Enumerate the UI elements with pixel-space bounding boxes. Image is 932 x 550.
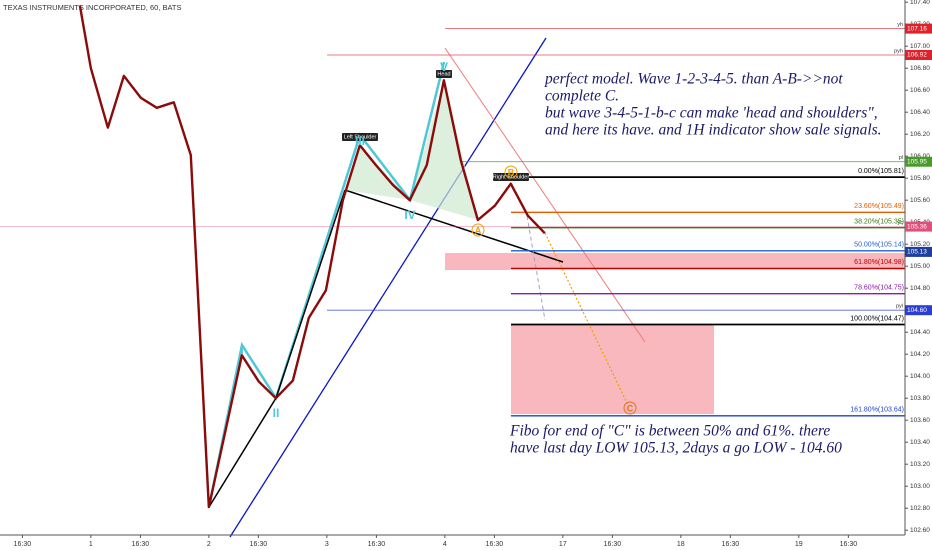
y-tick-label: 107.00 bbox=[910, 43, 930, 50]
y-tick-label: 106.20 bbox=[910, 131, 930, 138]
fib-label: 0.00%(105.81) bbox=[858, 168, 904, 175]
fib-label: 50.00%(105.14) bbox=[854, 242, 904, 249]
annotation: but wave 3-4-5-1-b-c can make 'head and … bbox=[545, 105, 878, 122]
y-tick-label: 105.00 bbox=[910, 263, 930, 270]
x-tick-label: 16:30 bbox=[250, 541, 268, 548]
wave-line bbox=[207, 61, 446, 508]
y-tick-label: 106.40 bbox=[910, 109, 930, 116]
wave-label: B bbox=[508, 167, 515, 177]
x-tick-label: 19 bbox=[795, 541, 803, 548]
price-tag-label: 104.60 bbox=[907, 307, 927, 314]
y-tick-label: 103.20 bbox=[910, 461, 930, 468]
x-tick-label: 3 bbox=[325, 541, 329, 548]
y-tick-label: 103.40 bbox=[910, 439, 930, 446]
annotation: have last day LOW 105.13, 2days a go LOW… bbox=[510, 440, 842, 457]
price-tag-label: 105.13 bbox=[907, 249, 927, 256]
pattern-tag bbox=[493, 173, 529, 181]
x-tick-label: 16:30 bbox=[722, 541, 740, 548]
price-tag-label: 106.92 bbox=[907, 52, 927, 59]
y-tick-label: 106.00 bbox=[910, 153, 930, 160]
price-tag-name: yc bbox=[898, 220, 904, 226]
trend-line bbox=[229, 37, 547, 538]
y-tick-label: 105.20 bbox=[910, 241, 930, 248]
price-tag bbox=[905, 50, 932, 60]
price-tag bbox=[905, 246, 932, 257]
x-tick-label: 16:30 bbox=[368, 541, 386, 548]
y-tick-label: 106.80 bbox=[910, 65, 930, 72]
chart-title: TEXAS INSTRUMENTS INCORPORATED, 60, BATS bbox=[3, 3, 182, 12]
annotation: complete C. bbox=[545, 88, 619, 105]
pattern-label: Head bbox=[437, 71, 450, 77]
pattern-label: Right Shoulder bbox=[493, 174, 530, 180]
fib-label: 61.80%(104.98) bbox=[854, 259, 904, 266]
y-tick-label: 102.80 bbox=[910, 505, 930, 512]
price-tag-label: 105.95 bbox=[907, 158, 927, 165]
x-tick-label: 16:30 bbox=[486, 541, 504, 548]
wave-label: V bbox=[440, 60, 448, 74]
fib-label: 23.60%(105.49) bbox=[854, 203, 904, 210]
price-tag-name: yh bbox=[897, 22, 903, 28]
x-tick-label: 2 bbox=[207, 541, 211, 548]
annotation: Fibo for end of "C" is between 50% and 6… bbox=[509, 423, 830, 440]
y-tick-label: 102.60 bbox=[910, 527, 930, 534]
pattern-label: Left Shoulder bbox=[344, 134, 377, 140]
channel-line bbox=[444, 47, 646, 343]
fib-label: 78.60%(104.75) bbox=[854, 285, 904, 292]
wave-label: II bbox=[273, 406, 280, 420]
y-tick-label: 104.00 bbox=[910, 373, 930, 380]
price-tag bbox=[905, 305, 932, 316]
wave-label: C bbox=[627, 403, 634, 413]
x-tick-label: 16:30 bbox=[132, 541, 150, 548]
x-tick-label: 4 bbox=[443, 541, 447, 548]
y-tick-label: 105.80 bbox=[910, 175, 930, 182]
wave-marker bbox=[504, 165, 518, 179]
y-tick-label: 104.40 bbox=[910, 329, 930, 336]
y-tick-label: 107.40 bbox=[910, 0, 930, 6]
y-tick-label: 104.80 bbox=[910, 285, 930, 292]
price-tag-name: pyh bbox=[894, 48, 903, 54]
annotation: perfect model. Wave 1-2-3-4-5. than A-B-… bbox=[544, 71, 843, 88]
price-tag bbox=[905, 156, 932, 167]
x-tick-label: 17 bbox=[559, 541, 567, 548]
pattern-tag bbox=[436, 70, 452, 78]
y-tick-label: 106.60 bbox=[910, 87, 930, 94]
wave-label: A bbox=[475, 225, 482, 235]
price-line bbox=[78, 5, 546, 509]
wave-marker bbox=[623, 401, 637, 415]
x-tick-label: 16:30 bbox=[604, 541, 622, 548]
y-tick-label: 103.00 bbox=[910, 483, 930, 490]
y-tick-label: 105.60 bbox=[910, 197, 930, 204]
head-fill bbox=[410, 80, 478, 220]
neckline bbox=[344, 189, 564, 263]
fib-label: 100.00%(104.47) bbox=[850, 315, 904, 322]
x-tick-label: 16:30 bbox=[840, 541, 858, 548]
y-tick-label: 103.60 bbox=[910, 417, 930, 424]
wave-label: III bbox=[355, 134, 365, 148]
resistance-zone bbox=[445, 253, 905, 270]
wave-marker bbox=[471, 223, 485, 237]
price-tag bbox=[905, 221, 932, 232]
pattern-tag bbox=[342, 133, 378, 141]
wave-label: IV bbox=[404, 208, 415, 222]
target-zone bbox=[511, 325, 714, 414]
x-tick-label: 1 bbox=[89, 541, 93, 548]
price-tag-name: pl bbox=[899, 155, 903, 161]
x-tick-label: 18 bbox=[677, 541, 685, 548]
price-tag-label: 105.36 bbox=[907, 223, 927, 230]
y-tick-label: 104.20 bbox=[910, 351, 930, 358]
fib-label: 161.80%(103.64) bbox=[850, 407, 904, 414]
price-tag bbox=[905, 23, 932, 34]
price-tag-name: pyl bbox=[896, 304, 903, 310]
fib-label: 38.20%(105.35) bbox=[854, 219, 904, 226]
y-tick-label: 103.80 bbox=[910, 395, 930, 402]
annotation: and here its have. and 1H indicator show… bbox=[545, 122, 882, 139]
price-tag-label: 107.16 bbox=[907, 25, 927, 32]
wave-label: I bbox=[240, 343, 243, 357]
x-tick-label: 16:30 bbox=[14, 541, 32, 548]
